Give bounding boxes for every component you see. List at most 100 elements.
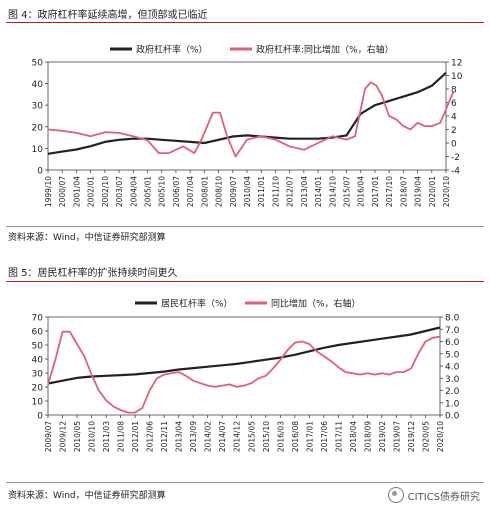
wechat-logo-icon bbox=[387, 487, 404, 503]
x-tick-label: 2017/01 bbox=[371, 176, 380, 207]
right-tick-label: 0.0 bbox=[445, 412, 460, 422]
left-tick-label: 10 bbox=[32, 145, 44, 155]
left-tick-label: 40 bbox=[32, 356, 44, 366]
x-tick-label: 2012/06 bbox=[146, 421, 155, 452]
right-tick-label: 4.0 bbox=[445, 363, 460, 373]
x-tick-label: 2011/03 bbox=[102, 421, 111, 452]
left-tick-label: 60 bbox=[32, 328, 44, 338]
right-tick-label: 2 bbox=[451, 126, 457, 136]
x-tick-label: 2012/01 bbox=[131, 421, 140, 452]
figure2-title: 图 5：居民杠杆率的扩张持续时间更久 bbox=[8, 268, 178, 279]
figure1-source-rule bbox=[6, 226, 484, 227]
x-tick-label: 2014/12 bbox=[233, 421, 242, 452]
right-tick-label: 7.0 bbox=[445, 326, 460, 336]
yoy-change-series-line bbox=[47, 81, 454, 158]
right-tick-label: -4 bbox=[451, 167, 460, 177]
left-tick-label: 30 bbox=[32, 102, 44, 112]
right-tick-label: 8 bbox=[451, 86, 457, 96]
x-tick-label: 2002/01 bbox=[87, 176, 96, 207]
right-tick-label: 8.0 bbox=[445, 314, 460, 324]
x-tick-label: 2013/09 bbox=[189, 421, 198, 452]
x-tick-label: 2018/04 bbox=[349, 421, 358, 452]
x-tick-label: 2011/10 bbox=[271, 176, 280, 207]
x-tick-label: 2002/10 bbox=[101, 176, 110, 207]
x-tick-label: 2006/07 bbox=[172, 176, 181, 207]
x-tick-label: 2019/07 bbox=[392, 421, 401, 452]
x-tick-label: 2016/03 bbox=[276, 421, 285, 452]
legend-label: 居民杠杆率（%） bbox=[161, 298, 233, 310]
left-tick-label: 0 bbox=[37, 167, 43, 177]
figure1-title-rule bbox=[6, 22, 484, 23]
x-tick-label: 2010/05 bbox=[73, 421, 82, 452]
legend-label: 政府杠杆率（%） bbox=[136, 44, 208, 56]
x-tick-label: 2017/11 bbox=[334, 421, 343, 452]
right-tick-label: 12 bbox=[451, 59, 462, 69]
x-tick-label: 2005/01 bbox=[144, 176, 153, 207]
right-tick-label: 3.0 bbox=[445, 375, 460, 385]
x-tick-label: 2012/11 bbox=[160, 421, 169, 452]
x-tick-label: 2008/10 bbox=[215, 176, 224, 207]
x-tick-label: 2014/10 bbox=[328, 176, 337, 207]
x-tick-label: 2015/10 bbox=[262, 421, 271, 452]
right-tick-label: -2 bbox=[451, 153, 460, 163]
x-tick-label: 2003/07 bbox=[115, 176, 124, 207]
x-tick-label: 2015/05 bbox=[247, 421, 256, 452]
left-tick-label: 50 bbox=[32, 342, 44, 352]
x-tick-label: 2017/01 bbox=[305, 421, 314, 452]
figure1-title: 图 4：政府杠杆率延续高增，但顶部或已临近 bbox=[8, 10, 208, 21]
x-tick-label: 2009/07 bbox=[229, 176, 238, 207]
figure2-title-rule bbox=[6, 281, 484, 282]
x-tick-label: 2001/04 bbox=[72, 176, 81, 207]
x-tick-label: 2007/04 bbox=[186, 176, 195, 207]
watermark-text: CITICS债券研究 bbox=[407, 491, 480, 503]
x-tick-label: 1999/10 bbox=[44, 176, 53, 207]
x-tick-label: 2019/02 bbox=[378, 421, 387, 452]
x-tick-label: 2008/01 bbox=[200, 176, 209, 207]
left-tick-label: 30 bbox=[32, 370, 44, 380]
right-tick-label: 0 bbox=[451, 140, 457, 150]
leverage-series-line bbox=[47, 71, 447, 155]
figure2-source: 资料来源：Wind，中信证券研究部测算 bbox=[8, 491, 166, 501]
right-tick-label: 2.0 bbox=[445, 387, 460, 397]
x-tick-label: 2018/07 bbox=[399, 176, 408, 207]
x-tick-label: 2016/08 bbox=[291, 421, 300, 452]
left-tick-label: 40 bbox=[32, 80, 44, 90]
x-tick-label: 2014/01 bbox=[314, 176, 323, 207]
x-tick-label: 2009/12 bbox=[59, 421, 68, 452]
right-tick-label: 5.0 bbox=[445, 350, 460, 360]
figure2-source-rule bbox=[6, 482, 484, 483]
x-tick-label: 2010/04 bbox=[243, 176, 252, 207]
yoy-change-series-line bbox=[47, 330, 441, 414]
x-tick-label: 2019/04 bbox=[414, 176, 423, 207]
x-tick-label: 2016/04 bbox=[357, 176, 366, 207]
right-tick-label: 6 bbox=[451, 99, 457, 109]
x-tick-label: 2009/07 bbox=[44, 421, 53, 452]
right-tick-label: 10 bbox=[451, 72, 463, 82]
household-leverage-chart: 0 10 20 30 40 50 60 70 0.0 1.0 2.0 3.0 4.0 5.0 6.0 7.0 8… bbox=[32, 298, 460, 453]
x-tick-label: 2013/04 bbox=[300, 176, 309, 207]
x-tick-label: 2011/01 bbox=[257, 176, 266, 207]
x-tick-label: 2017/10 bbox=[385, 176, 394, 207]
x-tick-label: 2013/04 bbox=[175, 421, 184, 452]
x-tick-label: 2019/12 bbox=[407, 421, 416, 452]
x-tick-label: 2011/08 bbox=[117, 421, 126, 452]
x-tick-label: 2000/07 bbox=[58, 176, 67, 207]
left-tick-label: 20 bbox=[32, 123, 44, 133]
right-tick-label: 6.0 bbox=[445, 338, 460, 348]
plot-frame bbox=[47, 61, 447, 171]
left-tick-label: 70 bbox=[32, 314, 44, 324]
right-tick-label: 4 bbox=[451, 113, 457, 123]
left-tick-label: 10 bbox=[32, 398, 44, 408]
figure1-source: 资料来源：Wind，中信证券研究部测算 bbox=[8, 233, 166, 243]
x-tick-label: 2014/02 bbox=[204, 421, 213, 452]
x-tick-label: 2010/10 bbox=[88, 421, 97, 452]
left-tick-label: 20 bbox=[32, 384, 44, 394]
x-tick-label: 2012/07 bbox=[286, 176, 295, 207]
x-tick-label: 2014/07 bbox=[218, 421, 227, 452]
government-leverage-chart: 0 10 20 30 40 50 -4 -2 0 2 4 6 8 10 12 1999/10 2000/07 20… bbox=[32, 44, 463, 208]
x-tick-label: 2017/06 bbox=[320, 421, 329, 452]
x-tick-label: 2004/04 bbox=[129, 176, 138, 207]
x-tick-label: 2015/07 bbox=[343, 176, 352, 207]
x-tick-label: 2020/01 bbox=[428, 176, 437, 207]
watermark: CITICS债券研究 bbox=[387, 487, 480, 503]
